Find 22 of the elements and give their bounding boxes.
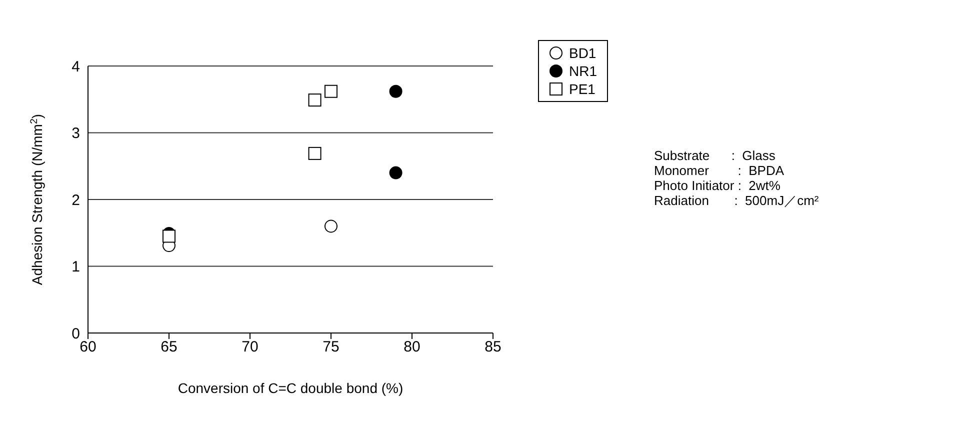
x-axis-title: Conversion of C=C double bond (%) <box>178 380 404 396</box>
text: Radiation : 500mJ／cm² <box>654 193 819 208</box>
legend-label: PE1 <box>568 80 596 98</box>
x-tick-label: 70 <box>242 338 258 356</box>
x-tick-label: 80 <box>404 338 420 356</box>
text: Photo Initiator : 2wt% <box>654 178 782 193</box>
x-tick-label: 60 <box>80 338 96 356</box>
text: Substrate : Glass <box>654 148 776 163</box>
point <box>162 230 176 243</box>
point <box>389 166 402 180</box>
legend-label: BD1 <box>568 44 596 62</box>
x-tick-label: 85 <box>484 338 502 356</box>
y-tick-label: 3 <box>72 125 80 142</box>
x-tick-label: 75 <box>322 338 340 356</box>
x-tick-label: 65 <box>160 338 178 356</box>
point <box>389 84 402 98</box>
y-tick-label: 2 <box>72 192 80 209</box>
text: Monomer : BPDA <box>654 163 786 178</box>
y-tick-label: 4 <box>72 58 80 76</box>
y-tick-label: 1 <box>72 258 80 276</box>
y-tick-label: 0 <box>72 325 80 342</box>
legend-label: NR1 <box>568 62 597 80</box>
